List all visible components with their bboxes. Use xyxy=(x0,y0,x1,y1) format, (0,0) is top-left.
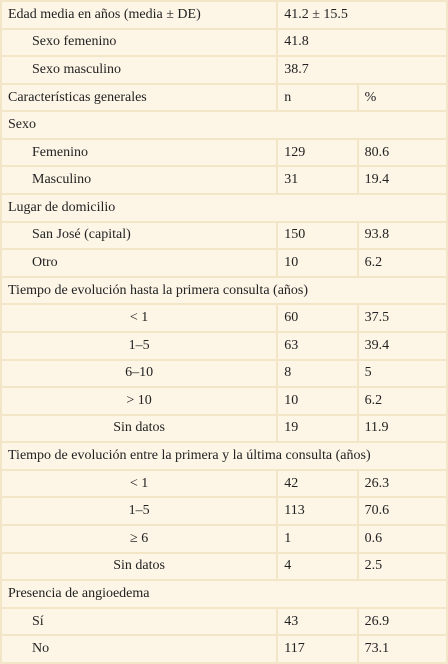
section-title: Tiempo de evolución entre la primera y l… xyxy=(2,443,446,469)
row-label: < 1 xyxy=(2,305,277,331)
cell-value: 41.2 ± 15.5 xyxy=(278,2,446,28)
table-row: > 10 10 6.2 xyxy=(2,388,446,414)
cell-value: 38.7 xyxy=(278,57,446,83)
cell-value: 4 xyxy=(278,553,357,580)
table-row: Tiempo de evolución entre la primera y l… xyxy=(2,443,446,469)
cell-value: 31 xyxy=(278,167,357,194)
cell-value: 1 xyxy=(278,525,357,552)
table-row: No 117 73.1 xyxy=(2,636,446,662)
row-label: No xyxy=(2,636,277,662)
table-row: ≥ 6 1 0.6 xyxy=(2,525,446,552)
cell-value: 0.6 xyxy=(358,525,446,552)
table-row: Edad media en años (media ± DE) 41.2 ± 15… xyxy=(2,2,446,28)
section-title: Lugar de domicilio xyxy=(2,195,446,221)
table-row: < 1 60 37.5 xyxy=(2,305,446,331)
table-row: Sexo femenino 41.8 xyxy=(2,29,446,56)
table-row: Sin datos 4 2.5 xyxy=(2,553,446,580)
table-row: Sin datos 19 11.9 xyxy=(2,415,446,442)
cell-value: 6.2 xyxy=(358,388,446,414)
cell-value: 150 xyxy=(278,222,357,249)
table-row: Tiempo de evolución hasta la primera con… xyxy=(2,277,446,304)
table-row: 1–5 113 70.6 xyxy=(2,498,446,524)
row-label: < 1 xyxy=(2,470,277,497)
table-row: 1–5 63 39.4 xyxy=(2,332,446,359)
table-row: Sí 43 26.9 xyxy=(2,608,446,635)
cell-value: 129 xyxy=(278,139,357,166)
table-row: Características generales n% xyxy=(2,84,446,111)
row-label: 1–5 xyxy=(2,332,277,359)
cell-value: 43 xyxy=(278,608,357,635)
cell-value: 80.6 xyxy=(358,139,446,166)
cell-value: 19 xyxy=(278,415,357,442)
cell-value: 26.3 xyxy=(358,470,446,497)
row-label: 6–10 xyxy=(2,360,277,387)
row-label: Sin datos xyxy=(2,415,277,442)
table-row: < 1 42 26.3 xyxy=(2,470,446,497)
row-label: San José (capital) xyxy=(2,222,277,249)
table-row: Presencia de angioedema xyxy=(2,581,446,607)
cell-value: 42 xyxy=(278,470,357,497)
table-row: Masculino 31 19.4 xyxy=(2,167,446,194)
cell-value: 8 xyxy=(278,360,357,387)
table-row: Femenino 129 80.6 xyxy=(2,139,446,166)
row-label: 1–5 xyxy=(2,498,277,524)
cell-value: 60 xyxy=(278,305,357,331)
table-row: Otro 10 6.2 xyxy=(2,250,446,276)
table-row: Lugar de domicilio xyxy=(2,195,446,221)
cell-value: 117 xyxy=(278,636,357,662)
cell-value: 93.8 xyxy=(358,222,446,249)
table-row: 6–10 8 5 xyxy=(2,360,446,387)
cell-value: 39.4 xyxy=(358,332,446,359)
row-label: Edad media en años (media ± DE) xyxy=(2,2,277,28)
row-label: Sin datos xyxy=(2,553,277,580)
cell-value: 10 xyxy=(278,388,357,414)
cell-value: 26.9 xyxy=(358,608,446,635)
cell-value: 73.1 xyxy=(358,636,446,662)
row-label: Otro xyxy=(2,250,277,276)
cell-value: 19.4 xyxy=(358,167,446,194)
row-label: Sexo femenino xyxy=(2,29,277,56)
row-label: Masculino xyxy=(2,167,277,194)
row-label: Sexo masculino xyxy=(2,57,277,83)
cell-value: 41.8 xyxy=(278,29,446,56)
cell-value: 37.5 xyxy=(358,305,446,331)
section-title: Presencia de angioedema xyxy=(2,581,446,607)
column-header: Características generales xyxy=(2,84,277,111)
cell-value: 11.9 xyxy=(358,415,446,442)
row-label: ≥ 6 xyxy=(2,525,277,552)
column-header: % xyxy=(358,84,446,111)
section-title: Tiempo de evolución hasta la primera con… xyxy=(2,277,446,304)
section-title: Sexo xyxy=(2,112,446,138)
row-label: Femenino xyxy=(2,139,277,166)
cell-value: 10 xyxy=(278,250,357,276)
table-row: Sexo xyxy=(2,112,446,138)
row-label: > 10 xyxy=(2,388,277,414)
cell-value: 63 xyxy=(278,332,357,359)
table-row: Sexo masculino 38.7 xyxy=(2,57,446,83)
table-row: San José (capital) 150 93.8 xyxy=(2,222,446,249)
cell-value: 6.2 xyxy=(358,250,446,276)
row-label: Sí xyxy=(2,608,277,635)
column-header: n xyxy=(278,84,357,111)
cell-value: 2.5 xyxy=(358,553,446,580)
cell-value: 113 xyxy=(278,498,357,524)
cell-value: 5 xyxy=(358,360,446,387)
cell-value: 70.6 xyxy=(358,498,446,524)
